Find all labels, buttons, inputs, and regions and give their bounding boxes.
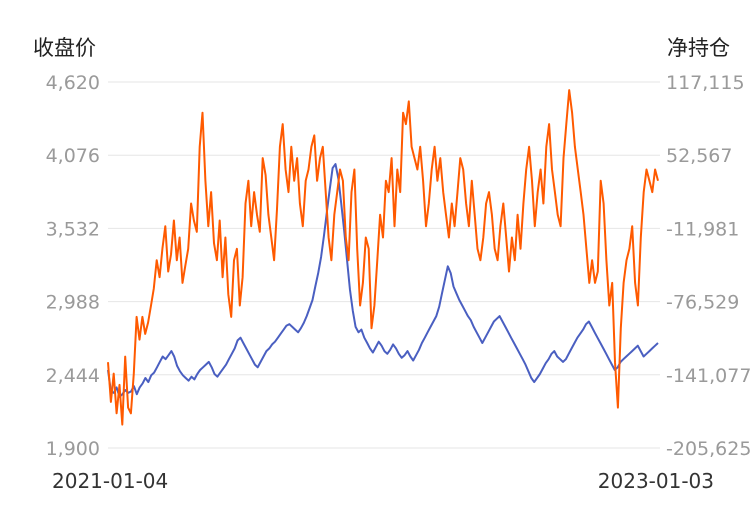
right-tick-label: -141,077 — [666, 365, 750, 387]
left-tick-label: 4,076 — [46, 145, 100, 167]
right-axis-title: 净持仓 — [667, 36, 730, 60]
net-position-line — [107, 89, 659, 426]
left-axis-title: 收盘价 — [33, 36, 96, 60]
left-tick-label: 3,532 — [46, 218, 100, 240]
right-tick-label: -76,529 — [666, 292, 739, 314]
right-tick-label: -205,625 — [666, 438, 750, 460]
right-tick-label: 117,115 — [666, 72, 745, 94]
right-tick-label: 52,567 — [666, 145, 732, 167]
left-tick-label: 4,620 — [46, 72, 100, 94]
grid-lines — [108, 81, 660, 449]
x-start-label: 2021-01-04 — [52, 469, 168, 493]
left-tick-label: 1,900 — [46, 438, 100, 460]
left-tick-label: 2,444 — [46, 365, 100, 387]
right-tick-label: -11,981 — [666, 218, 739, 240]
close-price-line — [107, 163, 659, 398]
x-end-label: 2023-01-03 — [598, 469, 714, 493]
series-layer — [107, 89, 659, 426]
left-tick-label: 2,988 — [46, 292, 100, 314]
axis-labels: 收盘价 净持仓 2021-01-04 2023-01-03 4,620 117,1… — [33, 36, 750, 493]
